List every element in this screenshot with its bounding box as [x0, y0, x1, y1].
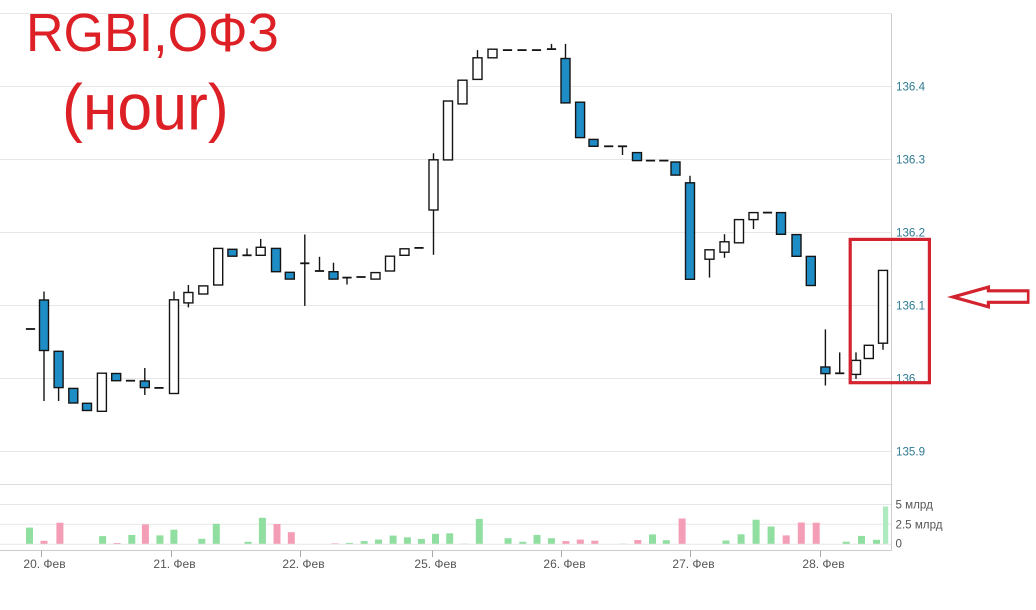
svg-text:136.1: 136.1 [896, 300, 925, 313]
svg-text:(нour): (нour) [62, 71, 229, 144]
svg-text:RGBI,ОФЗ: RGBI,ОФЗ [26, 3, 279, 63]
svg-text:26. Фев: 26. Фев [543, 557, 585, 571]
svg-text:28. Фев: 28. Фев [802, 557, 844, 571]
svg-text:27. Фев: 27. Фев [672, 557, 714, 571]
svg-text:136.3: 136.3 [896, 154, 925, 167]
svg-text:25. Фев: 25. Фев [414, 557, 456, 571]
svg-text:5 млрд: 5 млрд [896, 499, 934, 512]
svg-text:2.5 млрд: 2.5 млрд [896, 518, 943, 531]
svg-text:0: 0 [896, 538, 902, 551]
svg-text:20. Фев: 20. Фев [23, 557, 65, 571]
svg-text:22. Фев: 22. Фев [282, 557, 324, 571]
svg-text:21. Фев: 21. Фев [153, 557, 195, 571]
svg-text:135.9: 135.9 [896, 446, 925, 459]
svg-text:136.2: 136.2 [896, 227, 925, 240]
svg-text:136.4: 136.4 [896, 81, 926, 94]
